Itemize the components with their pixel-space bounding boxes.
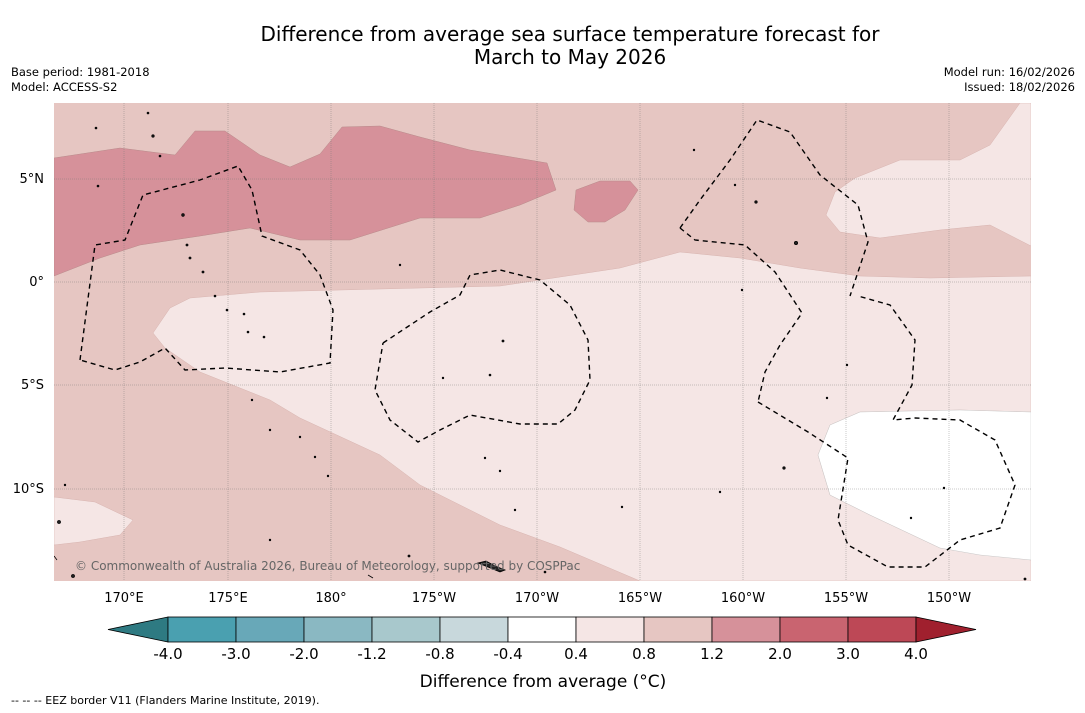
colorbar-segment — [507, 616, 577, 643]
lat-label-5n: 5°N — [20, 172, 45, 187]
islands — [54, 111, 1027, 581]
lon-label: 150°W — [927, 591, 971, 606]
colorbar-segment — [167, 616, 237, 643]
graticule — [54, 103, 1031, 581]
colorbar-tick-label: -0.4 — [493, 645, 522, 663]
map-title-line2: March to May 2026 — [473, 45, 667, 69]
lon-label: 175°W — [412, 591, 456, 606]
lat-label-5s: 5°S — [21, 378, 44, 393]
lon-label: 165°W — [618, 591, 662, 606]
eez-border-tokelau — [374, 269, 591, 443]
model-name: Model: ACCESS-S2 — [11, 80, 118, 94]
colorbar-segment — [371, 616, 441, 643]
colorbar-segment — [439, 616, 509, 643]
lat-label-10s: 10°S — [13, 482, 44, 497]
eez-border-footnote: -- -- -- EEZ border V11 (Flanders Marine… — [11, 694, 320, 707]
colorbar-tick-label: 2.0 — [768, 645, 792, 663]
colorbar-tick-label: -2.0 — [289, 645, 318, 663]
colorbar-segment — [643, 616, 713, 643]
colorbar-tick-label: -1.2 — [357, 645, 386, 663]
lat-label-0: 0° — [29, 275, 44, 290]
copyright-notice: © Commonwealth of Australia 2026, Bureau… — [75, 559, 580, 573]
colorbar-tick-label: 4.0 — [904, 645, 928, 663]
anomaly-1p2-2p0-patch — [573, 180, 639, 223]
colorbar-segment — [847, 616, 917, 643]
colorbar: -4.0 -3.0 -2.0 -1.2 -0.8 -0.4 0.4 0.8 1.2 2.0 3.0 4… — [107, 616, 977, 692]
lon-label: 170°W — [515, 591, 559, 606]
colorbar-extend-high — [915, 616, 977, 643]
eez-border-cook-polynesia — [757, 295, 1016, 568]
lon-label: 170°E — [104, 591, 144, 606]
issued-date: Issued: 18/02/2026 — [964, 80, 1075, 94]
colorbar-segment — [303, 616, 373, 643]
colorbar-tick-label: -4.0 — [153, 645, 182, 663]
latitude-labels: 5°N 0° 5°S 10°S — [13, 172, 44, 497]
map-title-line1: Difference from average sea surface temp… — [260, 22, 880, 46]
colorbar-tick-label: -3.0 — [221, 645, 250, 663]
lon-label: 155°W — [824, 591, 868, 606]
longitude-labels: 170°E 175°E 180° 175°W 170°W 165°W 160°W… — [104, 591, 971, 606]
colorbar-segment — [235, 616, 305, 643]
lon-label: 180° — [315, 591, 346, 606]
colorbar-extend-low — [107, 616, 169, 643]
colorbar-segment — [575, 616, 645, 643]
anomaly-0p4-0p8-southwest — [54, 496, 134, 546]
anomaly-0p4-0p8-northeast — [825, 103, 1031, 247]
anomaly-near-zero-patch — [817, 409, 1031, 561]
colorbar-tick-label: 0.8 — [632, 645, 656, 663]
eez-borders — [79, 119, 1016, 568]
colorbar-tick-label: 0.4 — [564, 645, 588, 663]
colorbar-label: Difference from average (°C) — [420, 672, 667, 692]
eez-border-kiribati-lower — [679, 227, 803, 403]
eez-border-tuvalu — [79, 165, 334, 373]
model-run-date: Model run: 16/02/2026 — [943, 65, 1075, 79]
anomaly-1p2-2p0-band-north — [54, 125, 557, 277]
colorbar-segment — [779, 616, 849, 643]
lon-label: 175°E — [208, 591, 248, 606]
lon-label: 160°W — [721, 591, 765, 606]
colorbar-tick-label: 1.2 — [700, 645, 724, 663]
map-area: © Commonwealth of Australia 2026, Bureau… — [54, 103, 1031, 581]
colorbar-tick-label: -0.8 — [425, 645, 454, 663]
base-period: Base period: 1981-2018 — [11, 65, 150, 79]
colorbar-tick-label: 3.0 — [836, 645, 860, 663]
colorbar-segment — [711, 616, 781, 643]
